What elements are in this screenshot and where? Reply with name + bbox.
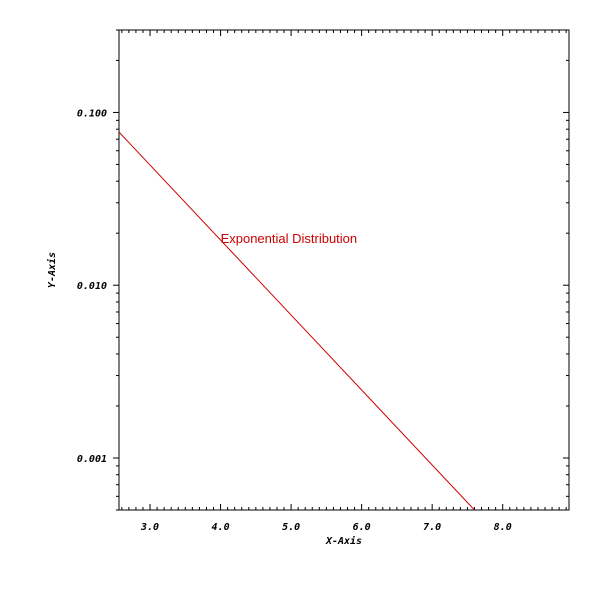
x-tick-labels: 3.0 4.0 5.0 6.0 7.0 8.0 [140,522,512,533]
y-tick-label: 0.001 [77,454,107,465]
x-tick-label: 7.0 [423,522,441,533]
x-axis-title: X-Axis [325,535,362,547]
x-tick-label: 8.0 [494,522,512,533]
x-tick-label: 5.0 [282,522,300,533]
y-tick-label: 0.100 [77,108,107,119]
axis-ticks [113,29,569,511]
series-line [118,131,475,511]
x-tick-label: 6.0 [353,522,371,533]
y-axis-title: Y-Axis [46,252,58,288]
series-label: Exponential Distribution [221,231,358,246]
x-tick-label: 3.0 [140,522,159,533]
y-tick-label: 0.010 [77,281,107,292]
plot-frame [118,29,570,511]
y-tick-labels: 0.001 0.010 0.100 [77,108,107,465]
x-tick-label: 4.0 [212,522,230,533]
series-layer [118,131,475,511]
